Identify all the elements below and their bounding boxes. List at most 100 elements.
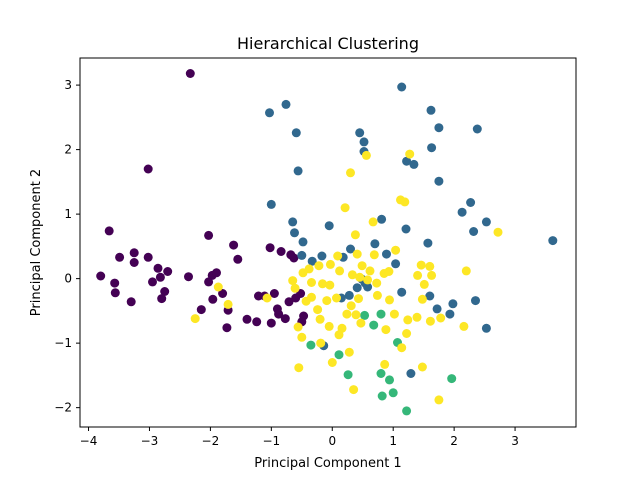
data-point-cluster-4-32	[389, 309, 399, 319]
data-point-cluster-4-30	[372, 290, 382, 300]
data-point-cluster-2-20	[434, 123, 444, 133]
data-point-cluster-4-76	[363, 275, 373, 285]
data-point-cluster-4-51	[324, 321, 334, 331]
data-point-cluster-2-30	[377, 214, 387, 224]
data-point-cluster-2-12	[324, 221, 334, 231]
data-point-cluster-2-35	[423, 238, 433, 248]
data-point-cluster-2-31	[401, 224, 411, 234]
data-point-cluster-1-11	[143, 252, 153, 262]
data-point-cluster-4-46	[434, 395, 444, 405]
data-point-cluster-4-13	[352, 249, 362, 259]
data-point-cluster-2-1	[265, 108, 274, 118]
data-point-cluster-4-71	[342, 309, 352, 319]
data-point-cluster-3-13	[447, 374, 457, 384]
data-point-cluster-3-8	[385, 375, 394, 385]
data-point-cluster-1-10	[96, 271, 106, 281]
data-point-cluster-2-29	[481, 217, 491, 227]
data-point-cluster-1-3	[104, 226, 114, 236]
data-point-cluster-3-4	[360, 310, 370, 320]
data-point-cluster-2-10	[307, 256, 317, 266]
data-point-cluster-4-9	[425, 261, 435, 271]
data-point-cluster-4-21	[314, 261, 324, 271]
data-point-cluster-2-38	[445, 309, 455, 319]
y-tick-label: 1	[64, 207, 72, 221]
data-point-cluster-3-3	[343, 370, 353, 380]
data-point-cluster-4-29	[354, 294, 363, 304]
data-point-cluster-1-9	[110, 288, 120, 298]
data-point-cluster-4-58	[297, 332, 307, 342]
data-point-cluster-4-66	[262, 293, 272, 303]
data-point-cluster-2-3	[291, 128, 301, 138]
data-point-cluster-4-77	[334, 330, 344, 340]
x-tick-label: 3	[511, 434, 519, 448]
data-point-cluster-1-36	[276, 247, 286, 256]
y-tick-label: −2	[54, 401, 72, 415]
data-point-cluster-2-19	[426, 105, 436, 115]
data-point-cluster-4-64	[223, 299, 233, 309]
data-point-cluster-2-27	[457, 207, 467, 217]
data-point-cluster-1-31	[252, 317, 262, 327]
data-point-cluster-2-7	[290, 228, 299, 238]
x-axis-label: Principal Component 1	[254, 456, 401, 471]
data-point-cluster-1-39	[284, 297, 294, 307]
data-point-cluster-1-8	[110, 278, 120, 288]
data-point-cluster-3-12	[402, 406, 412, 416]
data-point-cluster-2-18	[397, 82, 407, 92]
data-point-cluster-3-5	[369, 320, 379, 330]
data-point-cluster-4-14	[369, 250, 379, 260]
data-point-cluster-2-4	[293, 166, 303, 176]
data-point-cluster-2-42	[548, 236, 558, 246]
x-tick-label: −4	[80, 434, 98, 448]
data-point-cluster-4-69	[290, 283, 300, 293]
data-point-cluster-4-54	[351, 310, 361, 320]
data-point-cluster-4-45	[417, 362, 427, 372]
data-point-cluster-4-40	[413, 270, 423, 280]
data-point-cluster-2-47	[352, 283, 362, 293]
y-axis-ticks: −2 −1 0 1 2 3	[54, 78, 80, 415]
data-point-cluster-4-19	[335, 266, 345, 276]
y-tick-label: 0	[64, 272, 72, 286]
data-point-cluster-2-34	[391, 259, 401, 269]
y-tick-label: 2	[64, 143, 72, 157]
data-point-cluster-4-7	[368, 217, 378, 227]
data-point-cluster-3-10	[388, 388, 398, 398]
data-point-cluster-3-1	[306, 340, 316, 350]
data-point-cluster-1-34	[266, 318, 276, 328]
data-point-cluster-1-18	[184, 272, 193, 282]
data-point-cluster-2-21	[427, 143, 437, 153]
y-tick-label: −1	[54, 336, 72, 350]
data-point-cluster-1-45	[269, 289, 279, 298]
data-point-cluster-4-70	[333, 251, 343, 261]
data-point-cluster-4-15	[357, 261, 367, 271]
data-point-cluster-2-13	[346, 244, 355, 254]
data-point-cluster-4-50	[316, 338, 326, 348]
data-point-cluster-4-36	[436, 313, 446, 323]
data-point-cluster-1-29	[222, 323, 232, 333]
data-point-cluster-4-63	[190, 314, 200, 324]
data-point-cluster-4-18	[355, 272, 365, 282]
x-tick-label: 0	[328, 434, 336, 448]
data-point-cluster-2-32	[370, 239, 380, 249]
data-point-cluster-4-33	[403, 315, 413, 325]
data-point-cluster-1-2	[143, 164, 153, 174]
data-point-cluster-4-25	[318, 279, 327, 289]
data-point-cluster-4-41	[427, 270, 437, 280]
data-point-cluster-2-49	[344, 290, 354, 300]
data-point-cluster-4-34	[412, 312, 422, 322]
data-point-cluster-1-46	[280, 314, 290, 324]
data-point-cluster-1-6	[129, 258, 139, 267]
y-tick-label: 3	[64, 78, 72, 92]
data-point-cluster-2-26	[466, 198, 476, 207]
data-point-cluster-4-67	[325, 280, 335, 290]
x-tick-label: 2	[450, 434, 458, 448]
data-point-cluster-3-9	[377, 391, 387, 401]
data-point-cluster-2-15	[355, 128, 365, 138]
data-point-cluster-2-41	[481, 323, 491, 333]
data-point-cluster-4-3	[346, 168, 355, 178]
data-point-cluster-4-23	[298, 268, 308, 278]
data-point-cluster-1-1	[185, 69, 195, 78]
data-point-cluster-4-1	[361, 150, 371, 160]
data-point-cluster-4-20	[325, 259, 335, 269]
data-point-cluster-4-60	[313, 305, 323, 315]
